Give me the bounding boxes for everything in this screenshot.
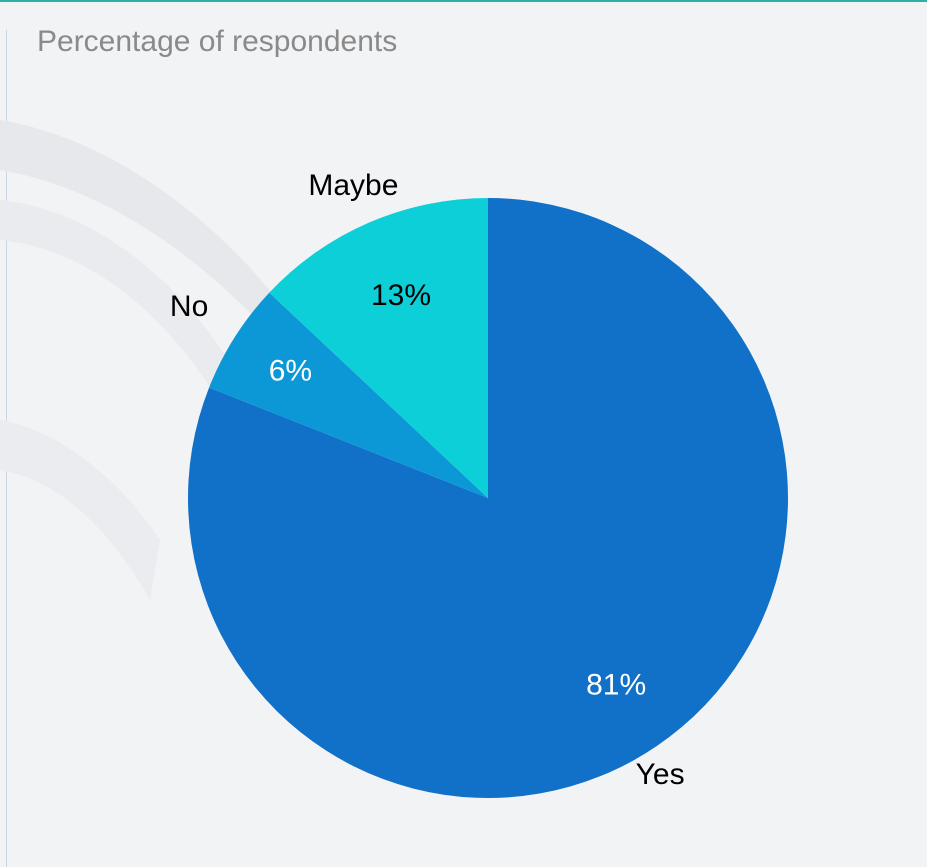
value-label-yes: 81% xyxy=(586,668,646,701)
value-label-no: 6% xyxy=(269,355,312,388)
chart-title: Percentage of respondents xyxy=(37,25,398,58)
category-label-no: No xyxy=(170,290,208,323)
pie-slice-yes xyxy=(187,198,788,798)
top-accent-rule xyxy=(0,0,927,2)
category-label-maybe: Maybe xyxy=(308,169,398,202)
value-label-maybe: 13% xyxy=(371,279,431,312)
pie-slice-no xyxy=(209,292,488,498)
pie-slice-maybe xyxy=(269,198,488,498)
category-label-yes: Yes xyxy=(636,758,685,791)
